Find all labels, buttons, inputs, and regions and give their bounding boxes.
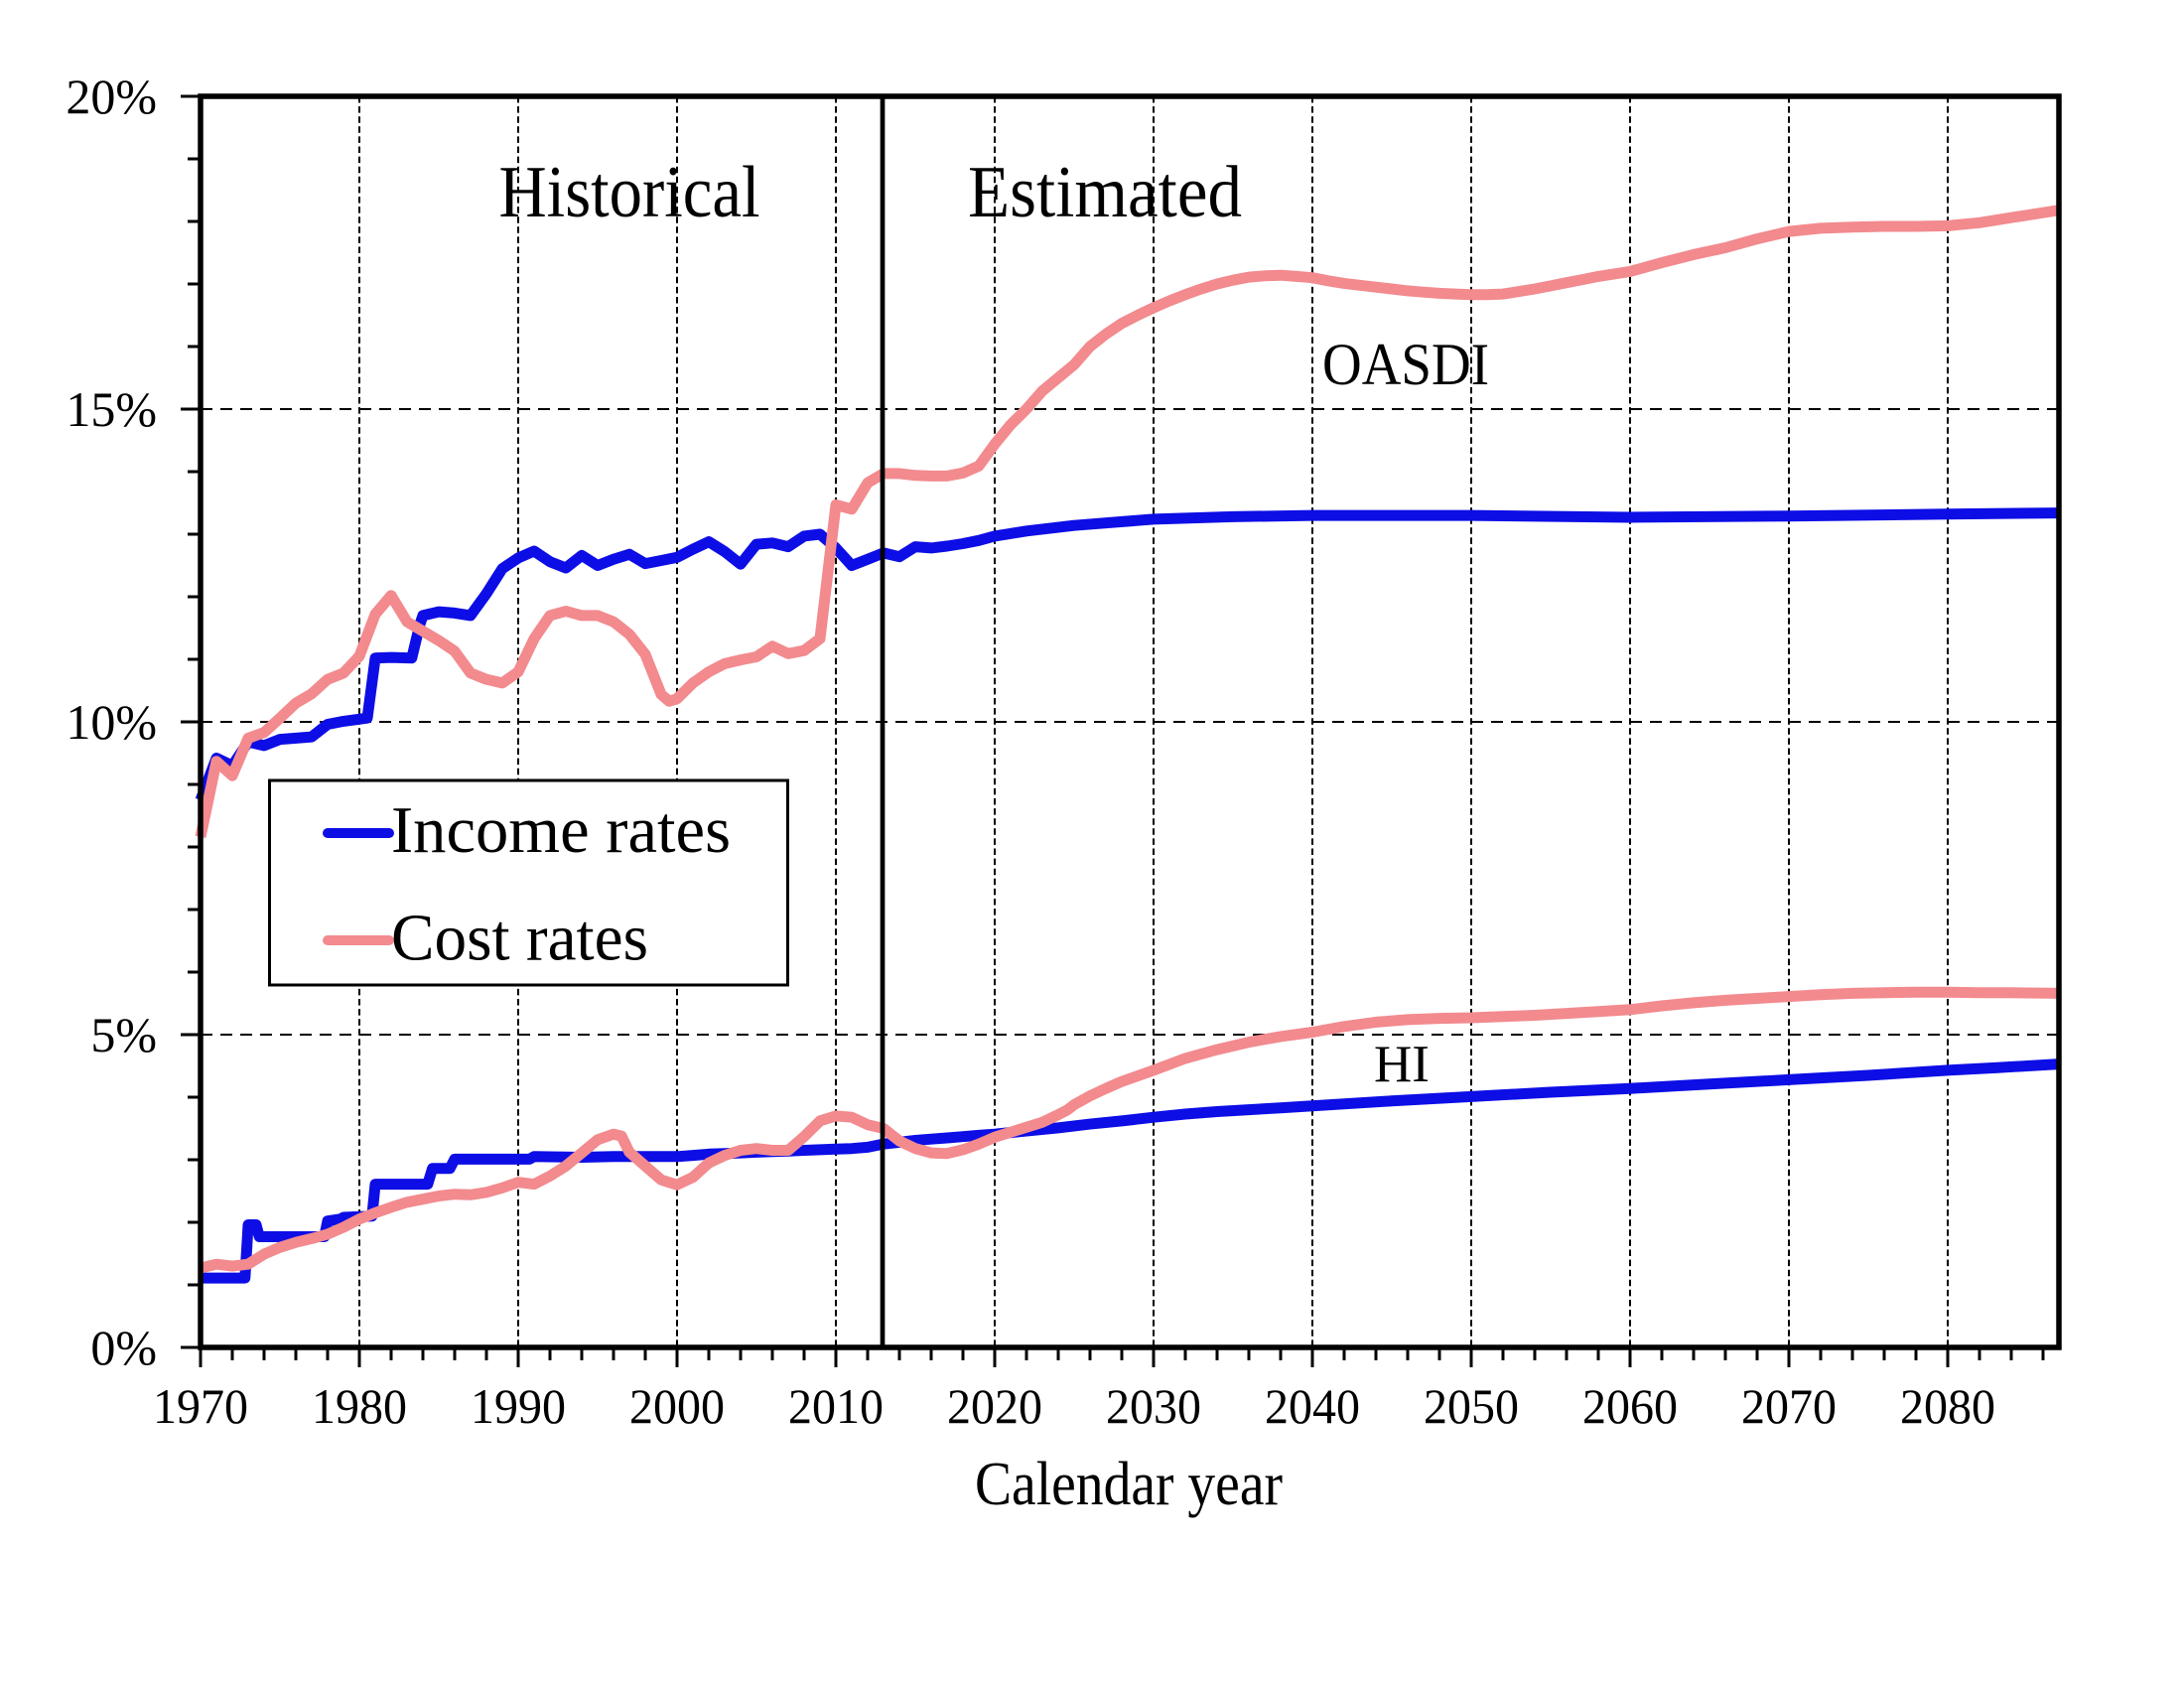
svg-text:2080: 2080 bbox=[1900, 1378, 1995, 1434]
svg-text:0%: 0% bbox=[90, 1320, 157, 1375]
svg-text:2030: 2030 bbox=[1106, 1378, 1201, 1434]
svg-text:2070: 2070 bbox=[1741, 1378, 1837, 1434]
svg-text:OASDI: OASDI bbox=[1322, 332, 1489, 397]
svg-text:2040: 2040 bbox=[1265, 1378, 1360, 1434]
svg-text:HI: HI bbox=[1374, 1036, 1430, 1093]
svg-text:2000: 2000 bbox=[629, 1378, 725, 1434]
svg-text:1990: 1990 bbox=[471, 1378, 566, 1434]
svg-text:Income rates: Income rates bbox=[391, 793, 731, 867]
svg-text:1980: 1980 bbox=[312, 1378, 407, 1434]
svg-text:2060: 2060 bbox=[1582, 1378, 1678, 1434]
svg-text:2010: 2010 bbox=[788, 1378, 884, 1434]
svg-text:Estimated: Estimated bbox=[968, 152, 1242, 233]
svg-text:1970: 1970 bbox=[153, 1378, 248, 1434]
svg-text:20%: 20% bbox=[66, 69, 157, 124]
svg-text:Historical: Historical bbox=[499, 152, 760, 233]
svg-text:10%: 10% bbox=[66, 694, 157, 750]
svg-text:15%: 15% bbox=[66, 381, 157, 437]
svg-text:Cost rates: Cost rates bbox=[391, 902, 648, 975]
svg-text:Calendar year: Calendar year bbox=[975, 1451, 1283, 1518]
svg-text:2020: 2020 bbox=[947, 1378, 1042, 1434]
svg-text:2050: 2050 bbox=[1424, 1378, 1519, 1434]
svg-text:5%: 5% bbox=[90, 1007, 157, 1062]
